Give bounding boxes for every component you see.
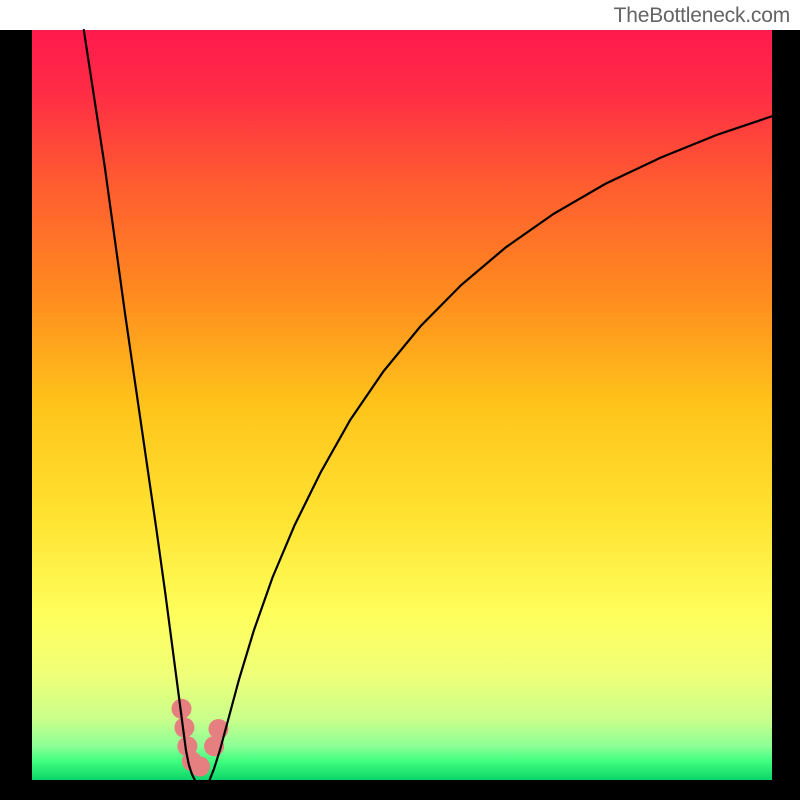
watermark-label: TheBottleneck.com <box>614 4 790 28</box>
bottleneck-chart <box>0 0 800 800</box>
plot-background <box>32 30 772 780</box>
chart-svg <box>0 0 800 800</box>
marker-point <box>190 757 210 777</box>
